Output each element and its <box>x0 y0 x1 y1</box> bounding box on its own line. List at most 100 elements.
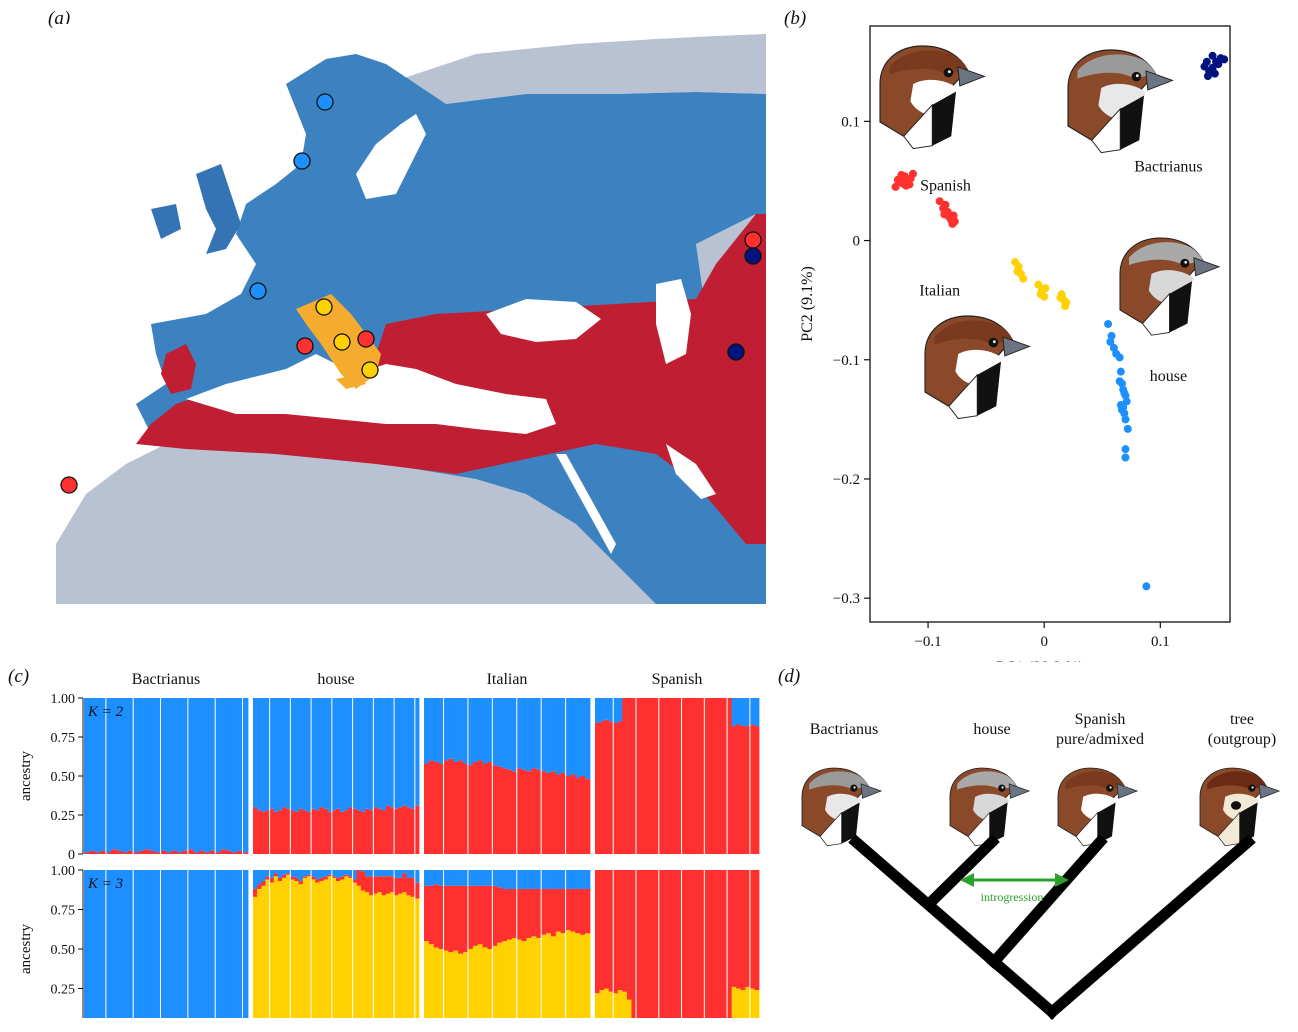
admixture-bar-blue <box>265 870 270 877</box>
admixture-bar-red <box>608 721 614 854</box>
admixture-bar-red <box>94 852 101 854</box>
admixture-bar-red <box>477 885 483 945</box>
admixture-bar-red <box>302 810 308 854</box>
admixture-bar-red <box>487 885 493 949</box>
admixture-bar-red <box>565 776 571 854</box>
admixture-bar-red <box>622 870 628 992</box>
taxon-sublabel: pure/admixed <box>1056 731 1144 748</box>
caspian-sea <box>656 279 691 364</box>
admixture-bar-red <box>467 885 474 949</box>
baltic-sea <box>356 114 426 199</box>
admixture-bar-blue <box>585 698 591 780</box>
admixture-bar-blue <box>182 698 189 851</box>
phylogeny-tree: Bactrianus house Spanish pure/admixed tree (o… <box>801 711 1281 1020</box>
admixture-bar-red <box>516 888 523 940</box>
admixture-bar-blue <box>377 698 383 809</box>
admixture-bar-blue <box>348 870 353 877</box>
data-point <box>908 169 917 178</box>
admixture-bar-yellow <box>443 950 449 1018</box>
admixture-bar-red <box>531 888 537 937</box>
admixture-bar-red <box>261 881 266 886</box>
admixture-bar-blue <box>111 698 118 850</box>
admixture-bar-red <box>654 870 660 1018</box>
admixture-bar-red <box>704 870 710 1018</box>
data-point <box>1210 69 1219 78</box>
admixture-bar-red <box>727 698 733 854</box>
admixture-bar-red <box>257 884 262 889</box>
admixture-bar-blue <box>166 870 172 1018</box>
admixture-bar-red <box>122 852 129 854</box>
admixture-bar-red <box>736 724 742 854</box>
italian-head-icon <box>924 315 1031 420</box>
admixture-bar-yellow <box>257 888 262 1018</box>
sample-site-spanish <box>357 330 375 348</box>
admixture-bar-yellow <box>433 947 440 1018</box>
admixture-bar-blue <box>204 698 211 853</box>
group-title: house <box>317 671 354 688</box>
admixture-bar-blue <box>613 698 619 723</box>
admixture-bar-red <box>277 877 283 882</box>
admixture-bar-red <box>745 870 751 987</box>
admixture-bar-yellow <box>352 882 358 1018</box>
distribution-map <box>56 24 766 604</box>
admixture-bar-red <box>458 760 464 854</box>
admixture-bar-blue <box>226 698 232 851</box>
admixture-bar-red <box>536 888 542 938</box>
admixture-bar-yellow <box>286 874 291 1018</box>
admixture-bar-yellow <box>531 936 537 1018</box>
admixture-bar-red <box>261 811 266 854</box>
pca-bird-heads <box>879 45 1221 420</box>
admixture-bar-blue <box>257 870 262 885</box>
admixture-bar-blue <box>385 698 391 806</box>
admixture-bar-red <box>731 726 737 854</box>
admixture-bar-red <box>133 852 140 854</box>
admixture-bar-red <box>344 874 349 877</box>
admixture-bar-yellow <box>599 990 605 1018</box>
y-tick-label: 0.25 <box>51 983 76 998</box>
data-point <box>1119 403 1128 412</box>
admixture-bar-yellow <box>526 937 532 1018</box>
admixture-bar-blue <box>521 698 527 770</box>
admixture-bar-yellow <box>521 941 527 1018</box>
admixture-bar-blue <box>290 870 295 877</box>
admixture-bar-blue <box>84 698 90 853</box>
admixture-bar-blue <box>402 870 407 874</box>
admixture-bar-blue <box>193 698 200 853</box>
series-house <box>1104 320 1151 591</box>
admixture-bar-blue <box>414 698 420 806</box>
admixture-bar-blue <box>595 698 600 723</box>
admixture-bar-red <box>645 698 651 854</box>
admixture-bar-blue <box>531 870 537 889</box>
admixture-bar-red <box>269 877 275 883</box>
admixture-bar-blue <box>356 698 362 811</box>
admixture-bar-blue <box>311 870 316 877</box>
y-axis-label: ancestry <box>18 924 34 974</box>
admixture-bar-blue <box>176 870 183 1018</box>
admixture-bar-blue <box>555 870 562 889</box>
admixture-bar-blue <box>187 870 194 1018</box>
data-point <box>1214 60 1223 69</box>
admixture-bar-blue <box>116 698 123 851</box>
admixture-bar-yellow <box>269 882 275 1018</box>
admixture-bar-red <box>414 882 420 899</box>
admixture-bar-red <box>695 698 701 854</box>
admixture-bar-blue <box>424 870 430 886</box>
data-point <box>1122 397 1131 406</box>
admixture-bar-red <box>699 698 705 854</box>
data-point <box>905 180 914 189</box>
admixture-bar-blue <box>171 698 178 851</box>
admixture-bar-yellow <box>306 876 312 1018</box>
admixture-bar-yellow <box>745 986 751 1018</box>
k-label: K = 2 <box>87 704 124 720</box>
admixture-bar-yellow <box>541 934 547 1018</box>
spanish-head-icon <box>1057 767 1139 847</box>
admixture-bar-red <box>580 776 586 854</box>
admixture-bar-red <box>472 761 479 854</box>
admixture-bar-blue <box>453 698 459 762</box>
admixture-bar-red <box>613 870 619 994</box>
admixture-bar-yellow <box>298 884 304 1018</box>
admixture-row: 0 0.25 0.50 0.75 1.00 ancestry K = 2 <box>18 692 760 863</box>
admixture-bar-yellow <box>323 879 329 1018</box>
admixture-bar-red <box>84 852 90 854</box>
sample-site-house <box>293 152 311 170</box>
